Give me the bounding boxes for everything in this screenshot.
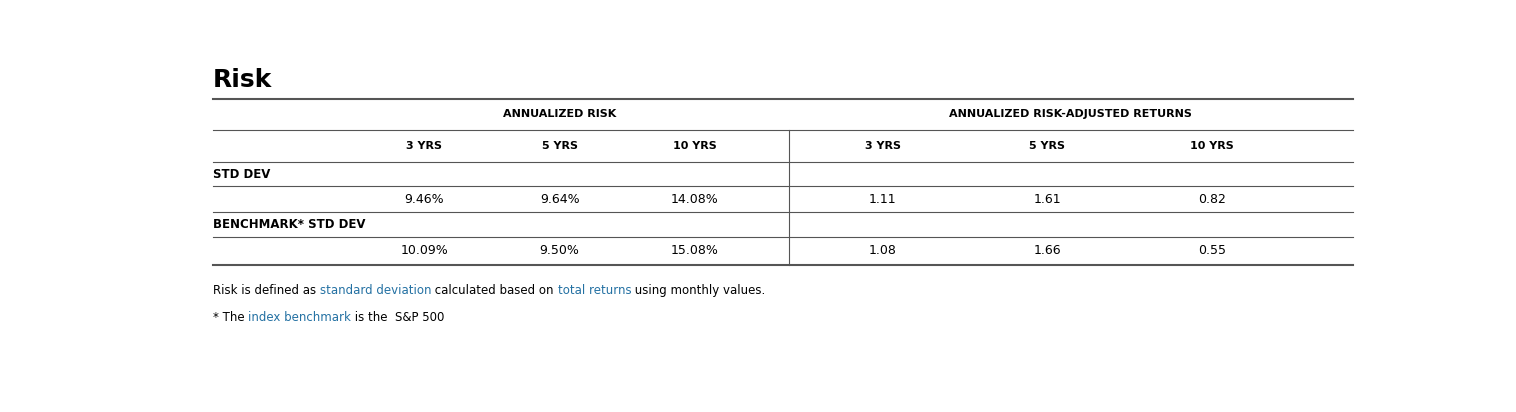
Text: ANNUALIZED RISK: ANNUALIZED RISK bbox=[503, 110, 615, 119]
Text: calculated based on: calculated based on bbox=[432, 284, 558, 297]
Text: 1.11: 1.11 bbox=[869, 193, 896, 206]
Text: ANNUALIZED RISK-ADJUSTED RETURNS: ANNUALIZED RISK-ADJUSTED RETURNS bbox=[949, 110, 1192, 119]
Text: 9.50%: 9.50% bbox=[540, 244, 579, 258]
Text: standard deviation: standard deviation bbox=[320, 284, 432, 297]
Text: 9.64%: 9.64% bbox=[540, 193, 579, 206]
Text: 0.82: 0.82 bbox=[1198, 193, 1225, 206]
Text: STD DEV: STD DEV bbox=[212, 168, 270, 181]
Text: Risk is defined as: Risk is defined as bbox=[212, 284, 320, 297]
Text: 1.61: 1.61 bbox=[1034, 193, 1061, 206]
Text: BENCHMARK* STD DEV: BENCHMARK* STD DEV bbox=[212, 218, 365, 231]
Text: 1.66: 1.66 bbox=[1034, 244, 1061, 258]
Text: 3 YRS: 3 YRS bbox=[406, 141, 443, 151]
Text: * The: * The bbox=[212, 311, 249, 324]
Text: 3 YRS: 3 YRS bbox=[864, 141, 901, 151]
Text: 0.55: 0.55 bbox=[1198, 244, 1225, 258]
Text: 1.08: 1.08 bbox=[869, 244, 896, 258]
Text: 10.09%: 10.09% bbox=[400, 244, 449, 258]
Text: index benchmark: index benchmark bbox=[249, 311, 352, 324]
Text: 5 YRS: 5 YRS bbox=[1029, 141, 1066, 151]
Text: 14.08%: 14.08% bbox=[672, 193, 719, 206]
Text: 9.46%: 9.46% bbox=[405, 193, 444, 206]
Text: 10 YRS: 10 YRS bbox=[1190, 141, 1234, 151]
Text: total returns: total returns bbox=[558, 284, 631, 297]
Text: 15.08%: 15.08% bbox=[670, 244, 719, 258]
Text: 5 YRS: 5 YRS bbox=[541, 141, 578, 151]
Text: using monthly values.: using monthly values. bbox=[631, 284, 766, 297]
Text: 10 YRS: 10 YRS bbox=[673, 141, 717, 151]
Text: is the  S&P 500: is the S&P 500 bbox=[352, 311, 444, 324]
Text: Risk: Risk bbox=[212, 68, 273, 92]
